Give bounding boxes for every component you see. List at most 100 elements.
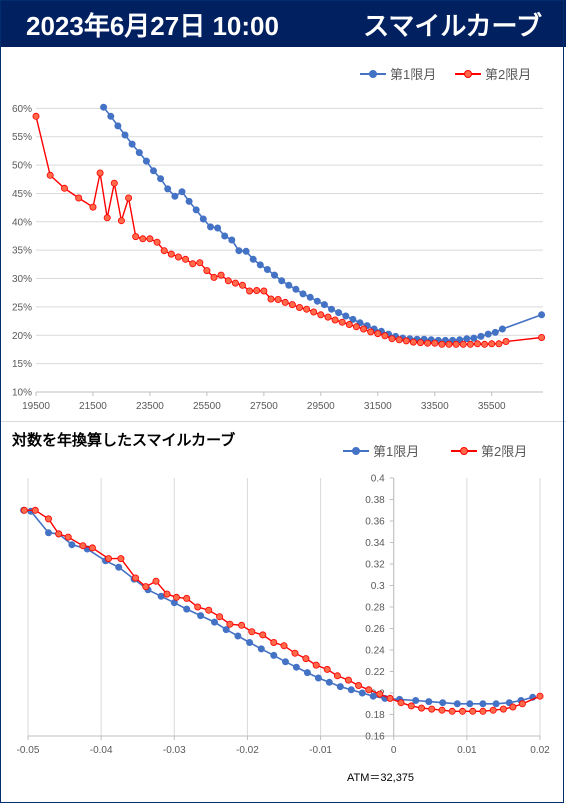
x-tick-label: 33500: [421, 401, 449, 412]
series-2-point: [125, 194, 133, 202]
series-2-point: [139, 235, 147, 243]
x-tick-label: 0: [391, 745, 397, 756]
series-1-point: [115, 563, 123, 571]
y-tick-label: 35%: [12, 246, 32, 257]
series-1-point: [135, 149, 143, 157]
y-tick-label: 0.36: [365, 517, 385, 528]
series-1-point: [234, 632, 242, 640]
series-2-point: [355, 681, 363, 689]
series-1-point: [425, 698, 433, 706]
series-1-point: [314, 674, 322, 682]
x-tick-label: 27500: [250, 401, 278, 412]
series-2-point: [79, 542, 87, 550]
series-2-point: [217, 271, 225, 279]
series-2-point: [431, 339, 439, 347]
series-2-point: [452, 340, 460, 348]
series-1-point: [336, 683, 344, 691]
series-2-point: [259, 631, 267, 639]
series-2-point: [246, 287, 254, 295]
series-2-point: [381, 332, 389, 340]
series-1-point: [68, 541, 76, 549]
series-1-point: [327, 305, 335, 313]
chart2-title: 対数を年換算したスマイルカーブ: [11, 431, 235, 449]
series-1-point: [249, 255, 257, 263]
series-1-point: [453, 700, 461, 708]
series-2-point: [536, 692, 544, 700]
series-1-point: [349, 315, 357, 323]
header-title: スマイルカーブ: [363, 11, 542, 41]
series-2-point: [395, 336, 403, 344]
series-2-point: [489, 706, 497, 714]
x-tick-label: 29500: [307, 401, 335, 412]
series-2-point: [274, 295, 282, 303]
series-2-point: [479, 707, 487, 715]
chart1-y-axis: 10% 15% 20% 25% 30% 35% 40% 45% 50% 55% 60%: [12, 104, 32, 399]
legend-marker-1: [352, 447, 360, 455]
series-2-point: [312, 661, 320, 669]
series-2-point: [160, 247, 168, 255]
x-tick-label: 31500: [364, 401, 392, 412]
series-1-point: [128, 140, 136, 148]
x-tick-label: 23500: [136, 401, 164, 412]
series-2-point: [428, 705, 436, 713]
series-2-point: [345, 320, 353, 328]
series-2-point: [226, 620, 234, 628]
series-1-point: [492, 700, 500, 708]
series-1-point: [235, 247, 243, 255]
series-2-point: [374, 330, 382, 338]
y-tick-label: 60%: [12, 104, 32, 115]
series-2-point: [291, 649, 299, 657]
series-1-point: [107, 112, 115, 120]
series-2-point: [324, 313, 332, 321]
series-2-point: [409, 338, 417, 346]
series-2-point: [152, 577, 160, 585]
series-1-point: [479, 700, 487, 708]
series-2-point: [89, 203, 97, 211]
y-tick-label: 0.34: [365, 538, 385, 549]
series-2-point: [131, 574, 139, 582]
series-2-point: [424, 339, 432, 347]
series-1-point: [197, 612, 205, 620]
series-1-point: [285, 281, 293, 289]
series-2-point: [481, 340, 489, 348]
series-1-point: [100, 103, 108, 111]
series-1-point: [121, 131, 129, 139]
series-2-point: [132, 233, 140, 241]
series-1-point: [463, 335, 471, 343]
x-tick-label: -0.01: [309, 745, 332, 756]
series-1-point: [178, 188, 186, 196]
y-tick-label: 10%: [12, 388, 32, 399]
y-tick-label: 0.18: [365, 710, 385, 721]
series-2-point: [231, 279, 239, 287]
series-1-point: [256, 261, 264, 269]
series-1-point: [335, 309, 343, 317]
series-1-point: [222, 626, 230, 634]
legend-label-2: 第2限月: [485, 67, 531, 82]
y-tick-label: 0.16: [365, 732, 385, 743]
series-2-point: [376, 690, 384, 698]
series-1-point: [299, 290, 307, 298]
series-1-point: [342, 312, 350, 320]
chart2-x-axis: -0.05 -0.04 -0.03 -0.02 -0.01 0 0.01 0.02: [17, 736, 550, 756]
series-2-point: [146, 235, 154, 243]
series-1-point: [114, 122, 122, 130]
series-2-point: [163, 590, 171, 598]
chart1-legend: 第1限月 第2限月: [360, 67, 531, 82]
series-2-point: [416, 339, 424, 347]
series-2-point: [445, 340, 453, 348]
series-1-point: [498, 325, 506, 333]
series-2-point: [270, 638, 278, 646]
x-tick-label: 0.02: [530, 745, 550, 756]
series-2-point: [473, 340, 481, 348]
series-1-point: [45, 529, 53, 537]
series-2-point: [459, 340, 467, 348]
series-1-point: [358, 689, 366, 697]
series-1-point: [439, 699, 447, 707]
series-1-point: [149, 167, 157, 175]
series-2-point: [323, 665, 331, 673]
series-2-point: [386, 694, 394, 702]
series-2-point: [499, 705, 507, 713]
smile-curve-chart: 第1限月 第2限月 10% 15% 20% 25% 30% 35% 40% 45% 50% 55% 6…: [12, 67, 546, 412]
x-tick-label: -0.03: [163, 745, 186, 756]
series-2-point: [210, 273, 218, 281]
